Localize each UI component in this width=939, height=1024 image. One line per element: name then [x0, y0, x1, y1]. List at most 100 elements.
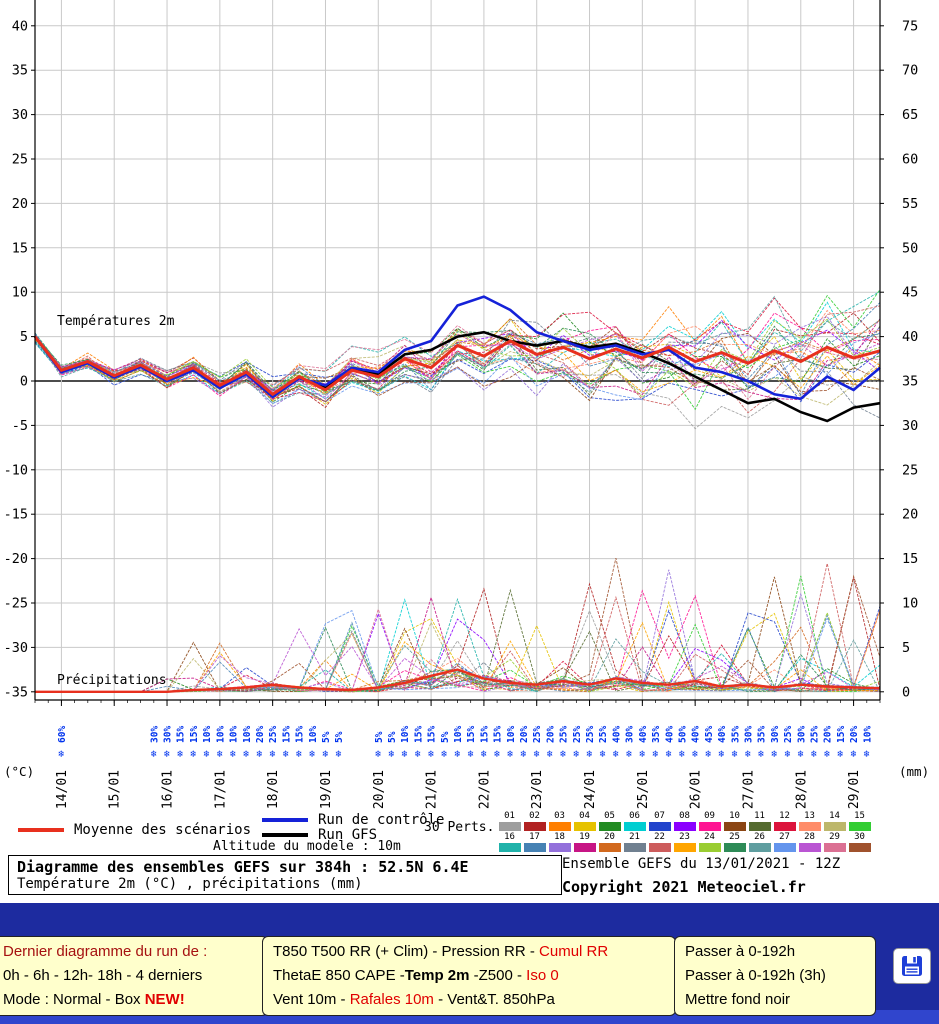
pert-number: 20	[604, 832, 615, 842]
snowflake-icon: ❄	[560, 749, 567, 760]
snowflake-icon: ❄	[441, 749, 448, 760]
svg-text:-20: -20	[4, 551, 28, 567]
copyright-label: Copyright 2021 Meteociel.fr	[562, 878, 806, 896]
diagram-subtitle: Température 2m (°C) , précipitations (mm…	[17, 876, 363, 892]
snow-prob-label: 50%	[677, 726, 688, 743]
link-passer-192h[interactable]: Passer à 0-192h	[685, 943, 796, 960]
snowflake-icon: ❄	[600, 749, 607, 760]
pert-color-swatch	[698, 843, 721, 852]
save-image-button[interactable]	[893, 948, 931, 984]
svg-text:15: 15	[902, 551, 918, 567]
snowflake-icon: ❄	[639, 749, 646, 760]
snowflake-icon: ❄	[653, 749, 660, 760]
view-options-box: Passer à 0-192h Passer à 0-192h (3h) Met…	[674, 936, 876, 1016]
snow-prob-label: 15%	[413, 726, 424, 743]
run-hours-links[interactable]: 0h - 6h - 12h- 18h - 4 derniers	[3, 967, 203, 984]
snow-prob-label: 10%	[308, 726, 319, 743]
pert-color-swatch	[548, 843, 571, 852]
snow-prob-label: 40%	[611, 726, 622, 743]
svg-text:25: 25	[902, 462, 918, 478]
snow-prob-label: 25%	[809, 726, 820, 743]
link-fond-noir[interactable]: Mettre fond noir	[685, 991, 791, 1008]
pert-color-swatch	[548, 822, 571, 831]
legend-gfs: Run GFS	[262, 827, 377, 843]
snow-prob-label: 5%	[440, 731, 451, 743]
snow-prob-label: 20%	[545, 726, 556, 743]
ensemble-chart: 4035302520151050-5-10-15-20-25-30-357570…	[4, 0, 930, 809]
pert-number: 10	[729, 811, 740, 821]
link-t850-pression[interactable]: T850 T500 RR (+ Clim) - Pression RR -	[273, 943, 540, 960]
link-vent10m[interactable]: Vent 10m -	[273, 991, 350, 1008]
snow-prob-label: 15%	[493, 726, 504, 743]
diagram-info-box: Diagramme des ensembles GEFS sur 384h : …	[8, 855, 562, 895]
pert-color-swatch	[623, 843, 646, 852]
pert-color-swatch	[798, 822, 821, 831]
link-rafales[interactable]: Rafales 10m	[349, 991, 434, 1008]
legend-gfs-label: Run GFS	[318, 827, 378, 843]
pert-number: 03	[554, 811, 565, 821]
snowflake-icon: ❄	[428, 749, 435, 760]
ensemble-run-label: Ensemble GEFS du 13/01/2021 - 12Z	[562, 856, 841, 872]
link-passer-192h-3h[interactable]: Passer à 0-192h (3h)	[685, 967, 826, 984]
pert-number: 11	[754, 811, 765, 821]
axis-labels: 4035302520151050-5-10-15-20-25-30-357570…	[4, 18, 930, 809]
run-selection-box: Dernier diagramme du run de : 0h - 6h - …	[0, 936, 268, 1016]
svg-text:Précipitations: Précipitations	[57, 673, 167, 688]
parameter-links-box: T850 T500 RR (+ Clim) - Pression RR - Cu…	[262, 936, 676, 1016]
pert-number: 30	[854, 832, 865, 842]
perturbations-legend-grid: 01 02 03 04 05 06 07 08 09 10 11 12 13 14 15 16 17 18 19 20…	[497, 812, 872, 854]
link-z500[interactable]: -Z500 -	[469, 967, 527, 984]
svg-text:10: 10	[902, 596, 918, 612]
snowflake-icon: ❄	[217, 749, 224, 760]
link-thetae-cape[interactable]: ThetaE 850 CAPE -	[273, 967, 405, 984]
snow-prob-label: 15%	[295, 726, 306, 743]
snowflake-icon: ❄	[309, 749, 316, 760]
snow-prob-label: 10%	[400, 726, 411, 743]
legend-mean: Moyenne des scénarios	[18, 822, 251, 838]
snowflake-icon: ❄	[587, 749, 594, 760]
pert-color-swatch	[798, 843, 821, 852]
legend-control: Run de contrôle	[262, 812, 444, 828]
snow-prob-label: 15%	[836, 726, 847, 743]
pert-number: 02	[529, 811, 540, 821]
svg-text:40: 40	[902, 329, 918, 345]
snowflake-icon: ❄	[521, 749, 528, 760]
snow-prob-label: 15%	[176, 726, 187, 743]
snowflake-icon: ❄	[454, 749, 461, 760]
snowflake-icon: ❄	[785, 749, 792, 760]
svg-text:5: 5	[20, 329, 28, 345]
link-cumul-rr[interactable]: Cumul RR	[539, 943, 609, 960]
svg-text:24/01: 24/01	[583, 770, 598, 809]
svg-text:10: 10	[12, 285, 28, 301]
svg-text:40: 40	[12, 18, 28, 34]
snow-prob-label: 30%	[149, 726, 160, 743]
pert-number: 27	[779, 832, 790, 842]
svg-text:65: 65	[902, 107, 918, 123]
snow-prob-label: 40%	[664, 726, 675, 743]
snowflake-icon: ❄	[719, 749, 726, 760]
svg-text:25/01: 25/01	[636, 770, 651, 809]
pert-number: 19	[579, 832, 590, 842]
snowflake-icon: ❄	[151, 749, 158, 760]
snowflake-icon: ❄	[230, 749, 237, 760]
snow-prob-label: 20%	[519, 726, 530, 743]
snowflake-icon: ❄	[58, 749, 65, 760]
model-altitude-label: Altitude du modele : 10m	[213, 839, 401, 854]
snow-prob-label: 40%	[638, 726, 649, 743]
svg-text:35: 35	[12, 63, 28, 79]
pert-color-swatch	[773, 843, 796, 852]
pert-number: 26	[754, 832, 765, 842]
svg-text:25: 25	[12, 152, 28, 168]
snowflake-icon: ❄	[388, 749, 395, 760]
pert-color-swatch	[573, 843, 596, 852]
pert-color-swatch	[773, 822, 796, 831]
ensemble-member-lines	[34, 289, 881, 693]
link-iso0[interactable]: Iso 0	[526, 967, 559, 984]
snow-prob-label: 15%	[479, 726, 490, 743]
pert-number: 15	[854, 811, 865, 821]
pert-color-swatch	[748, 843, 771, 852]
snowflake-icon: ❄	[243, 749, 250, 760]
link-vent-t850[interactable]: - Vent&T. 850hPa	[433, 991, 555, 1008]
mode-links[interactable]: Mode : Normal - Box	[3, 991, 145, 1008]
